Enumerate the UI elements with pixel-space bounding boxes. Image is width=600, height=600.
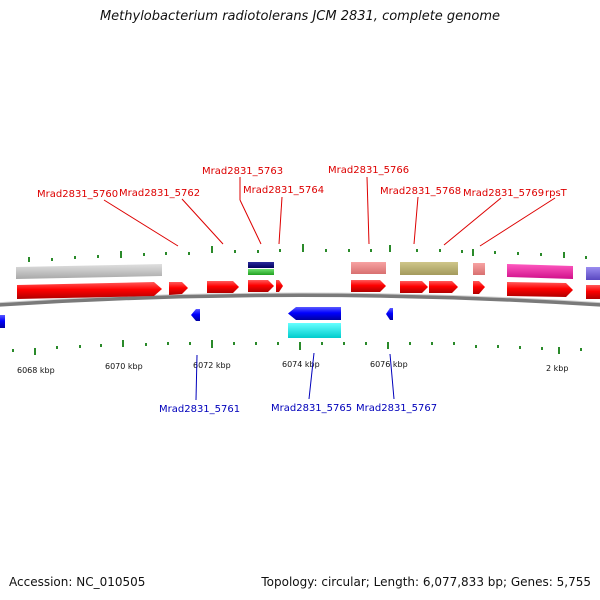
gene-label-mrad2831-5761[interactable]: Mrad2831_5761 bbox=[159, 404, 240, 415]
genome-summary-text: Topology: circular; Length: 6,077,833 bp… bbox=[261, 575, 591, 589]
gene-arrow-5766[interactable] bbox=[351, 280, 386, 292]
forward-leader-lines bbox=[103, 176, 556, 247]
gene-block-green[interactable] bbox=[248, 269, 274, 275]
scale-labels: 6068 kbp 6070 kbp 6072 kbp 6074 kbp 6076… bbox=[17, 360, 568, 375]
scale-label: 6070 kbp bbox=[105, 362, 143, 371]
gene-arrow-rpsT[interactable] bbox=[507, 282, 573, 297]
gene-arrow-5761f[interactable] bbox=[169, 282, 188, 295]
gene-block-pink[interactable] bbox=[507, 264, 573, 279]
gene-arrow-edge-left[interactable] bbox=[0, 315, 5, 328]
scale-label: 6072 kbp bbox=[193, 361, 231, 370]
scale-label: 6076 kbp bbox=[370, 360, 408, 369]
gene-block-salmon-2[interactable] bbox=[473, 263, 485, 275]
gene-block-gray[interactable] bbox=[16, 264, 162, 279]
scale-label: 6068 kbp bbox=[17, 366, 55, 375]
gene-label-mrad2831-5763[interactable]: Mrad2831_5763 bbox=[202, 166, 283, 177]
gene-block-navy[interactable] bbox=[248, 262, 274, 268]
genome-title: Methylobacterium radiotolerans JCM 2831,… bbox=[99, 9, 501, 24]
accession-text: Accession: NC_010505 bbox=[9, 575, 146, 589]
gene-label-mrad2831-5762[interactable]: Mrad2831_5762 bbox=[119, 188, 200, 199]
forward-gene-labels: Mrad2831_5760 Mrad2831_5762 Mrad2831_576… bbox=[37, 165, 568, 200]
feature-track-upper bbox=[16, 262, 600, 280]
gene-label-mrad2831-5760[interactable]: Mrad2831_5760 bbox=[37, 189, 118, 200]
scale-label: 6074 kbp bbox=[282, 360, 320, 369]
gene-label-rpst[interactable]: rpsT bbox=[545, 188, 568, 199]
lower-tick-marks bbox=[12, 340, 582, 355]
gene-arrow-5765[interactable] bbox=[288, 307, 341, 320]
gene-arrow-5761[interactable] bbox=[191, 309, 200, 321]
gene-arrow-edge[interactable] bbox=[586, 285, 600, 299]
gene-label-mrad2831-5768[interactable]: Mrad2831_5768 bbox=[380, 186, 461, 197]
gene-block-olive-2[interactable] bbox=[428, 262, 458, 275]
gene-arrow-5764[interactable] bbox=[276, 280, 283, 292]
gene-arrow-5769[interactable] bbox=[473, 281, 485, 294]
gene-label-mrad2831-5767[interactable]: Mrad2831_5767 bbox=[356, 403, 437, 414]
gene-label-mrad2831-5765[interactable]: Mrad2831_5765 bbox=[271, 403, 352, 414]
gene-label-mrad2831-5764[interactable]: Mrad2831_5764 bbox=[243, 185, 324, 196]
gene-arrow-5763[interactable] bbox=[248, 280, 274, 292]
gene-block-olive-1[interactable] bbox=[400, 262, 428, 275]
reverse-gene-labels: Mrad2831_5761 Mrad2831_5765 Mrad2831_576… bbox=[159, 403, 437, 415]
gene-label-mrad2831-5769[interactable]: Mrad2831_5769 bbox=[463, 188, 544, 199]
gene-arrow-5767[interactable] bbox=[386, 308, 393, 320]
forward-strand-genes bbox=[17, 280, 600, 299]
gene-block-purple[interactable] bbox=[586, 267, 600, 280]
gene-label-mrad2831-5766[interactable]: Mrad2831_5766 bbox=[328, 165, 409, 176]
genome-backbone bbox=[0, 293, 600, 307]
gene-arrow-5768b[interactable] bbox=[429, 281, 458, 293]
reverse-leader-lines bbox=[195, 352, 395, 401]
scale-label: 2 kbp bbox=[546, 364, 568, 373]
reverse-strand-genes bbox=[0, 307, 393, 338]
upper-tick-marks bbox=[28, 244, 587, 262]
gene-arrow-5760[interactable] bbox=[17, 282, 162, 299]
gene-block-salmon[interactable] bbox=[351, 262, 386, 274]
gene-arrow-5762[interactable] bbox=[207, 281, 239, 293]
gene-arrow-5768a[interactable] bbox=[400, 281, 428, 293]
gene-block-cyan[interactable] bbox=[288, 323, 341, 338]
